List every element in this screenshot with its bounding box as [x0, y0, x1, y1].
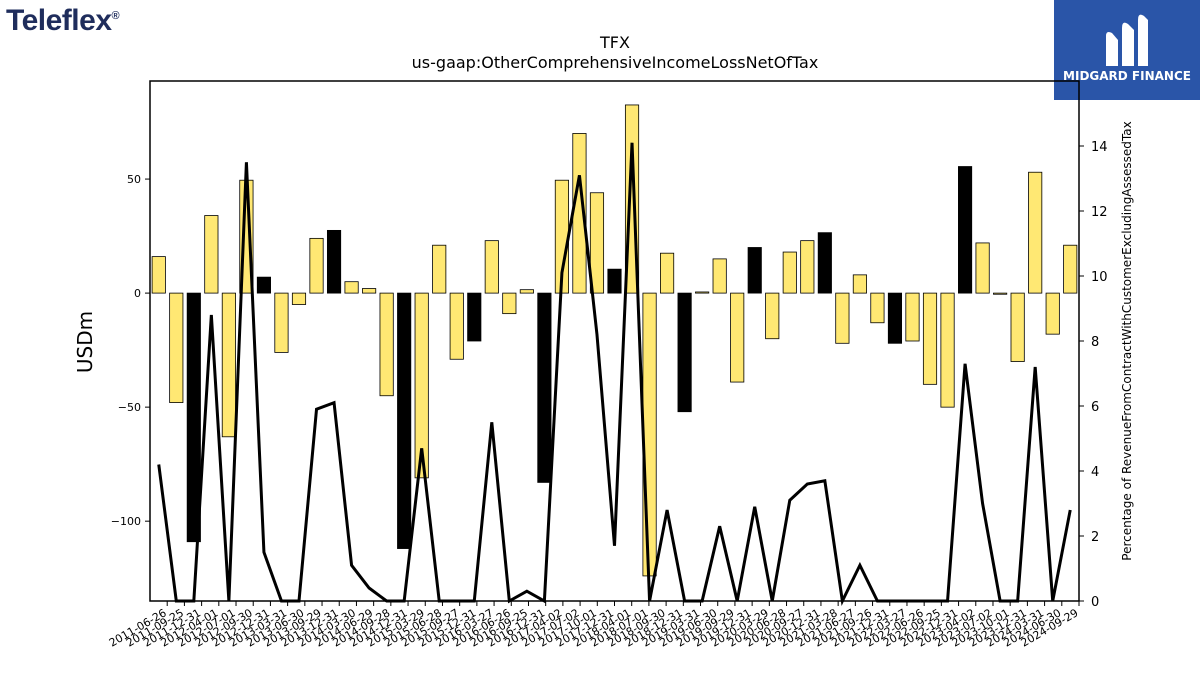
bar [1045, 292, 1060, 335]
bar [677, 292, 692, 413]
y2-tick-label: 8 [1091, 335, 1099, 350]
bar [1063, 244, 1078, 294]
bar [537, 292, 552, 483]
y-axis: 50 0 −50 −100 [111, 173, 150, 528]
bar [344, 281, 359, 294]
bar [940, 292, 955, 408]
bar [695, 291, 710, 294]
bar [449, 292, 464, 360]
teleflex-logo-text: Teleflex [6, 4, 112, 37]
teleflex-logo: Teleflex® [6, 4, 120, 38]
bar [1028, 171, 1043, 294]
bar [870, 292, 885, 324]
y-tick-label: −100 [111, 515, 141, 528]
x-axis: 2011-06-262011-09-252011-12-312012-04-01… [107, 601, 1081, 650]
bar [362, 288, 377, 294]
bar [642, 292, 657, 577]
bar [782, 251, 797, 294]
bar [309, 237, 324, 294]
bar [204, 215, 219, 294]
y-tick-label: 50 [127, 173, 141, 186]
bar [905, 292, 920, 342]
bar [958, 166, 973, 294]
bar [397, 292, 412, 549]
bar [379, 292, 394, 397]
y2-tick-label: 12 [1091, 205, 1108, 220]
bar [993, 292, 1008, 295]
midgard-logo-icon [1106, 14, 1148, 67]
bar [221, 292, 236, 438]
bar [1010, 292, 1025, 362]
chart-subtitle: us-gaap:OtherComprehensiveIncomeLossNetO… [412, 53, 819, 72]
y2-tick-label: 6 [1091, 400, 1099, 415]
bar [975, 242, 990, 294]
bar [765, 292, 780, 340]
y-tick-label: 0 [134, 287, 141, 300]
bar [326, 229, 342, 294]
bar [151, 256, 166, 294]
y-tick-label: −50 [118, 401, 141, 414]
bar [712, 258, 727, 294]
bar [291, 292, 307, 305]
bar [747, 247, 762, 294]
y2-tick-label: 0 [1091, 595, 1099, 610]
bar [274, 292, 289, 353]
y-axis-label: USDm [73, 311, 97, 373]
chart-title: TFX [599, 33, 630, 52]
bar [169, 292, 184, 403]
y2-tick-label: 14 [1091, 140, 1108, 155]
y2-tick-label: 2 [1091, 530, 1099, 545]
bar [852, 274, 867, 294]
bar [817, 232, 832, 294]
y2-axis-label: Percentage of RevenueFromContractWithCus… [1120, 121, 1134, 560]
bar [414, 292, 429, 479]
bar [467, 292, 482, 342]
midgard-logo-text: MIDGARD FINANCE [1063, 69, 1191, 83]
registered-mark: ® [111, 10, 120, 22]
y2-axis: 0 2 4 6 8 10 12 14 [1079, 140, 1108, 610]
bar [432, 244, 447, 294]
y2-tick-label: 4 [1091, 465, 1099, 480]
bar [887, 292, 903, 344]
bar [730, 292, 745, 383]
bar [484, 240, 499, 294]
bar [256, 276, 271, 294]
bar [922, 292, 938, 385]
bar-series [151, 104, 1078, 577]
bar [502, 292, 517, 315]
bar [660, 252, 675, 294]
bar [607, 268, 622, 294]
bar [835, 292, 850, 344]
bar [519, 289, 534, 294]
bar [800, 240, 815, 294]
y2-tick-label: 10 [1091, 270, 1108, 285]
bar [186, 292, 201, 543]
bar [589, 192, 605, 294]
